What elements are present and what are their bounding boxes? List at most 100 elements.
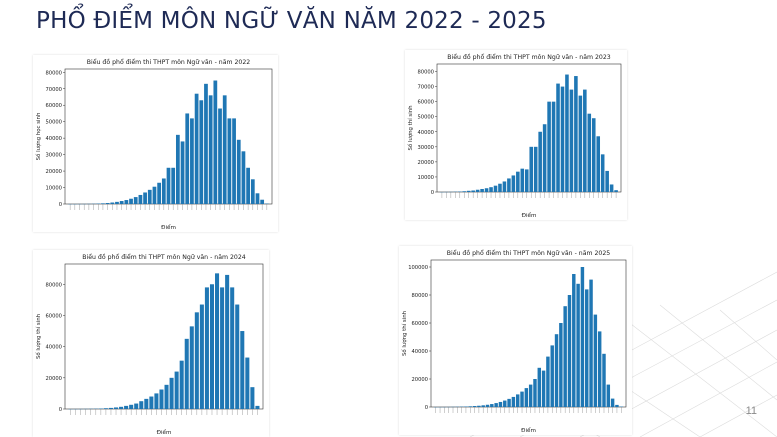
bar	[609, 184, 614, 192]
bar	[516, 171, 520, 192]
bar	[507, 178, 511, 192]
chart-2023-svg: Biểu đồ phổ điểm thi THPT môn Ngữ văn - …	[407, 52, 622, 219]
bar	[503, 400, 507, 407]
bar	[489, 187, 493, 192]
chart-2025-svg: Biểu đồ phổ điểm thi THPT môn Ngữ văn - …	[401, 248, 627, 434]
chart-2025: Biểu đồ phổ điểm thi THPT môn Ngữ văn - …	[399, 246, 632, 435]
bar	[533, 146, 538, 192]
bar	[587, 113, 592, 192]
bar	[484, 188, 489, 192]
bar	[139, 401, 144, 409]
bar	[134, 403, 139, 409]
bar	[199, 304, 204, 409]
bar	[161, 178, 166, 204]
bar	[194, 93, 199, 204]
bar	[215, 273, 220, 409]
chart-2024-svg: Biểu đồ phổ điểm thi THPT môn Ngữ văn - …	[35, 252, 264, 436]
bar	[225, 274, 230, 409]
bar	[105, 203, 110, 204]
bar	[583, 89, 587, 192]
bar	[175, 134, 180, 204]
bar	[245, 357, 250, 409]
bar	[538, 131, 542, 192]
y-tick-label: 70000	[45, 87, 62, 93]
bar	[569, 89, 574, 192]
bar	[246, 167, 250, 204]
bar	[169, 377, 174, 409]
y-axis-label: Số lượng học sinh	[35, 113, 42, 161]
bar	[129, 198, 133, 204]
bar	[119, 201, 124, 204]
y-tick-label: 100000	[408, 265, 428, 271]
bar	[227, 118, 232, 204]
bar	[520, 168, 525, 192]
bar	[133, 197, 138, 204]
bar	[585, 289, 589, 407]
bar	[190, 118, 194, 204]
bar	[511, 396, 516, 407]
bar	[241, 151, 246, 204]
bar	[589, 279, 593, 407]
y-tick-label: 30000	[417, 145, 434, 151]
chart-title: Biểu đồ phổ điểm thi THPT môn Ngữ văn - …	[87, 57, 251, 66]
y-tick-label: 60000	[45, 103, 62, 109]
bar	[477, 405, 481, 407]
bar	[529, 146, 534, 192]
bar	[108, 407, 113, 409]
bar	[507, 398, 511, 407]
bar	[524, 169, 529, 192]
bar	[485, 404, 490, 407]
y-tick-label: 20000	[411, 377, 428, 383]
bar	[260, 199, 265, 204]
bar	[494, 403, 498, 407]
slide-title: PHỔ ĐIỂM MÔN NGỮ VĂN NĂM 2022 - 2025	[36, 8, 547, 34]
y-tick-label: 40000	[45, 345, 62, 351]
bar	[194, 312, 199, 409]
y-tick-label: 40000	[411, 349, 428, 355]
bar	[171, 167, 176, 204]
bar	[602, 353, 606, 407]
bar	[147, 189, 152, 204]
bar	[524, 388, 529, 407]
bar	[472, 406, 477, 407]
chart-2022: Biểu đồ phổ điểm thi THPT môn Ngữ văn - …	[33, 55, 278, 232]
y-tick-label: 20000	[45, 376, 62, 382]
plot-frame	[436, 63, 622, 193]
bar	[560, 86, 565, 192]
bar	[563, 306, 567, 407]
bar	[129, 404, 134, 409]
y-tick-label: 80000	[417, 70, 434, 76]
bar	[480, 188, 484, 192]
chart-title: Biểu đồ phổ điểm thi THPT môn Ngữ văn - …	[447, 248, 611, 257]
x-axis-label: Điểm	[521, 427, 536, 434]
bar	[255, 193, 260, 204]
bar	[154, 393, 159, 409]
bar	[222, 95, 227, 204]
bar	[542, 124, 547, 192]
bar	[236, 139, 241, 204]
bar	[481, 405, 485, 407]
bar	[115, 201, 119, 204]
y-tick-label: 60000	[411, 321, 428, 327]
bar	[591, 118, 596, 192]
bar	[606, 384, 611, 407]
bar	[204, 287, 209, 409]
bar	[574, 76, 578, 192]
bar	[101, 203, 105, 204]
bar	[559, 323, 563, 407]
bar	[119, 406, 124, 409]
x-axis-label: Điểm	[522, 212, 537, 219]
y-tick-label: 0	[431, 190, 434, 196]
bar	[124, 405, 129, 409]
y-tick-label: 60000	[45, 313, 62, 319]
y-tick-label: 80000	[45, 282, 62, 288]
bar	[547, 101, 551, 192]
bar	[113, 407, 119, 409]
bar	[232, 118, 236, 204]
bar	[502, 181, 507, 192]
bar	[143, 192, 147, 204]
bar	[164, 384, 169, 409]
chart-title: Biểu đồ phổ điểm thi THPT môn Ngữ văn - …	[447, 52, 611, 61]
bar	[551, 101, 556, 192]
bar	[572, 274, 576, 407]
